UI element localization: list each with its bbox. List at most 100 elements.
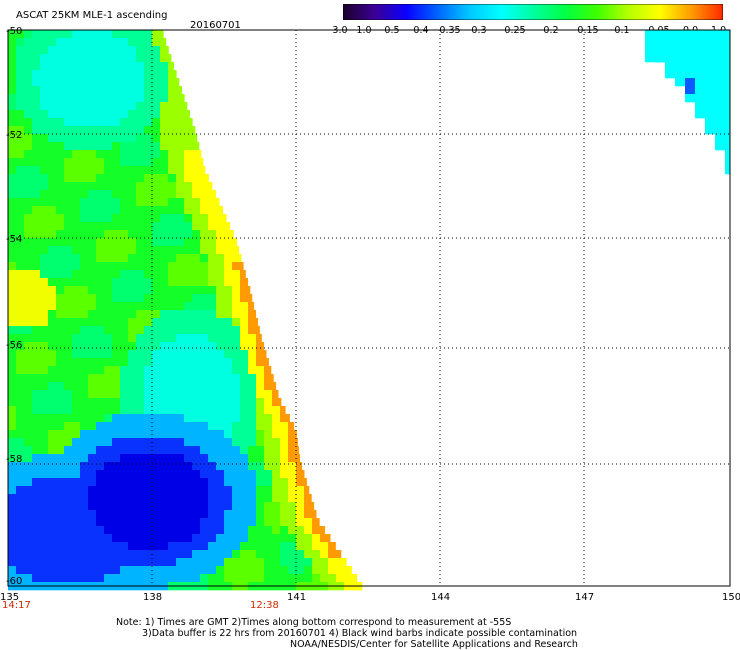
swath-pixel [32, 574, 41, 583]
swath-pixel [152, 206, 161, 215]
swath-pixel [240, 542, 249, 551]
swath-pixel [128, 46, 137, 55]
swath-pixel [24, 286, 33, 295]
swath-pixel [120, 494, 129, 503]
swath-pixel [715, 102, 730, 111]
swath-pixel [152, 470, 161, 479]
swath-pixel [136, 374, 145, 383]
swath-pixel [8, 286, 17, 295]
swath-pixel [64, 182, 73, 191]
swath-pixel [40, 398, 49, 407]
swath-pixel [128, 502, 137, 511]
swath-pixel [168, 438, 177, 447]
swath-pixel [152, 414, 161, 423]
swath-pixel [304, 542, 313, 551]
swath-pixel [176, 310, 185, 319]
swath-pixel [104, 38, 113, 47]
swath-pixel [88, 446, 97, 455]
swath-pixel [24, 38, 33, 47]
swath-pixel [232, 574, 241, 583]
swath-pixel [240, 374, 249, 383]
swath-pixel [128, 54, 137, 63]
swath-pixel [192, 414, 201, 423]
swath-pixel [248, 302, 255, 311]
swath-pixel [72, 542, 81, 551]
swath-pixel [328, 566, 337, 575]
swath-pixel [112, 206, 121, 215]
swath-pixel [120, 366, 129, 375]
swath-pixel [208, 294, 217, 303]
swath-pixel [64, 206, 73, 215]
swath-pixel [184, 398, 193, 407]
swath-pixel [192, 134, 198, 143]
swath-pixel [200, 374, 209, 383]
swath-pixel [96, 222, 105, 231]
swath-pixel [200, 214, 209, 223]
swath-pixel [16, 470, 25, 479]
swath-pixel [8, 150, 17, 159]
swath-pixel [16, 278, 25, 287]
swath-pixel [96, 414, 105, 423]
swath-pixel [8, 190, 17, 199]
swath-pixel [80, 230, 89, 239]
swath-pixel [136, 534, 145, 543]
swath-pixel [200, 502, 209, 511]
swath-pixel [104, 414, 113, 423]
swath-pixel [96, 198, 105, 207]
swath-pixel [80, 398, 89, 407]
swath-pixel [120, 302, 129, 311]
swath-pixel [64, 518, 73, 527]
swath-pixel [160, 486, 169, 495]
swath-pixel [88, 486, 97, 495]
swath-pixel [216, 462, 225, 471]
swath-pixel [240, 270, 246, 279]
swath-pixel [128, 222, 137, 231]
swath-pixel [176, 390, 185, 399]
swath-pixel [80, 286, 89, 295]
swath-pixel [120, 510, 129, 519]
swath-pixel [256, 366, 265, 375]
swath-pixel [40, 310, 49, 319]
swath-pixel [328, 558, 337, 567]
swath-pixel [240, 494, 249, 503]
swath-pixel [32, 214, 41, 223]
swath-pixel [152, 214, 161, 223]
swath-pixel [104, 350, 113, 359]
swath-pixel [144, 526, 153, 535]
swath-pixel [296, 454, 301, 463]
swath-pixel [72, 550, 81, 559]
swath-pixel [184, 318, 193, 327]
swath-pixel [240, 262, 244, 271]
swath-pixel [160, 238, 169, 247]
swath-pixel [296, 438, 298, 447]
swath-pixel [216, 246, 225, 255]
swath-pixel [48, 454, 57, 463]
swath-pixel [168, 422, 177, 431]
swath-pixel [40, 486, 49, 495]
swath-pixel [72, 430, 81, 439]
swath-pixel [240, 510, 249, 519]
swath-pixel [184, 542, 193, 551]
swath-pixel [208, 494, 217, 503]
swath-pixel [296, 446, 299, 455]
swath-pixel [144, 190, 153, 199]
swath-pixel [200, 350, 209, 359]
swath-pixel [32, 198, 41, 207]
swath-pixel [725, 62, 730, 71]
swath-pixel [208, 206, 217, 215]
swath-pixel [160, 518, 169, 527]
swath-pixel [104, 310, 113, 319]
swath-pixel [248, 502, 257, 511]
swath-pixel [48, 174, 57, 183]
swath-pixel [72, 502, 81, 511]
swath-pixel [224, 302, 233, 311]
swath-pixel [160, 214, 169, 223]
swath-pixel [128, 150, 137, 159]
swath-pixel [320, 526, 326, 535]
swath-pixel [8, 310, 17, 319]
swath-pixel [112, 438, 121, 447]
swath-pixel [715, 38, 730, 47]
swath-pixel [8, 142, 17, 151]
swath-pixel [248, 438, 257, 447]
swath-pixel [136, 542, 145, 551]
